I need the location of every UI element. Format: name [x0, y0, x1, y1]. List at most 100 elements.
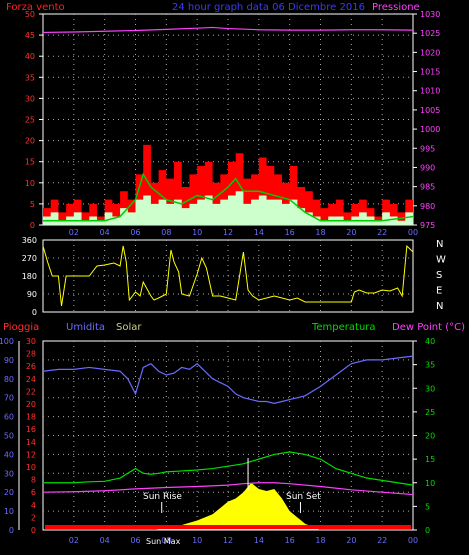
humidity-tick-label: 30	[4, 469, 14, 478]
humidity-tick-label: 10	[4, 507, 14, 516]
time-tick-label: 18	[315, 536, 325, 545]
wind-speed-tick-label: 10	[25, 179, 35, 188]
rain-tick-label: 20	[26, 400, 36, 409]
climate-panel-axes: 0102030405060708090100024681012141618202…	[0, 337, 435, 535]
wind-speed-tick-label: 25	[25, 116, 35, 125]
compass-label: E	[436, 286, 442, 297]
humidity-tick-label: 40	[4, 450, 14, 459]
time-tick-label: 02	[69, 228, 79, 237]
rain-tick-label: 30	[26, 337, 36, 346]
time-tick-label: 16	[285, 536, 295, 545]
pressure-tick-label: 1020	[420, 48, 440, 57]
solar-label: Solar	[116, 322, 142, 333]
rain-tick-label: 22	[26, 387, 36, 396]
humidity-tick-label: 20	[4, 488, 14, 497]
time-tick-label: 10	[192, 536, 202, 545]
time-tick-label: 08	[161, 228, 171, 237]
wind-panel-time-axis: 02 04 06 08 10 12 14 16 18 20 22 00	[69, 228, 418, 237]
wind-speed-tick-label: 20	[25, 137, 35, 146]
temperature-tick-label: 25	[425, 408, 435, 417]
temperature-tick-label: 20	[425, 432, 435, 441]
humidity-label: Umidita	[66, 322, 105, 333]
rain-tick-label: 16	[26, 425, 36, 434]
rain-tick-label: 0	[31, 526, 36, 535]
temperature-tick-label: 30	[425, 384, 435, 393]
wind-direction-tick-label: 360	[22, 236, 37, 245]
rain-tick-label: 28	[26, 350, 36, 359]
wind-direction-grid	[43, 240, 413, 312]
wind-speed-tick-label: 0	[30, 221, 35, 230]
temperature-tick-label: 15	[425, 455, 435, 464]
pressure-tick-label: 1010	[420, 87, 440, 96]
wind-speed-axis: 0 5 10 15 20 25 30 35 40 45 50	[25, 10, 43, 230]
pressure-tick-label: 1015	[420, 68, 440, 77]
pressure-axis: 975 980 985 990 995 1000 1005 1010 1015 1020 1025 1…	[413, 10, 440, 230]
wind-speed-tick-label: 35	[25, 73, 35, 82]
sun-max-label: Sun Max	[146, 537, 181, 546]
humidity-tick-label: 90	[4, 356, 14, 365]
wind-direction-line	[42, 244, 414, 307]
chart-title: 24 hour graph data 06 Dicembre 2016	[172, 2, 365, 13]
temperature-tick-label: 0	[425, 526, 430, 535]
humidity-tick-label: 70	[4, 394, 14, 403]
time-tick-label: 08	[161, 536, 171, 545]
rain-tick-label: 12	[26, 450, 36, 459]
temperature-tick-label: 40	[425, 337, 435, 346]
climate-series	[42, 355, 414, 530]
rain-tick-label: 18	[26, 413, 36, 422]
solar-area	[43, 482, 413, 530]
time-tick-label: 04	[100, 228, 110, 237]
wind-speed-tick-label: 40	[25, 52, 35, 61]
time-tick-label: 16	[285, 228, 295, 237]
pressure-tick-label: 990	[420, 163, 435, 172]
climate-panel-time-axis: 02 04 06 08 10 12 14 16 18 20 22 00	[69, 536, 418, 545]
pressure-tick-label: 1025	[420, 29, 440, 38]
humidity-tick-label: 50	[4, 432, 14, 441]
wind-speed-tick-label: 15	[25, 158, 35, 167]
temperature-tick-label: 5	[425, 502, 430, 511]
temperature-label: Temperatura	[311, 322, 376, 333]
rain-tick-label: 10	[26, 463, 36, 472]
rain-tick-label: 24	[26, 375, 36, 384]
pressure-tick-label: 975	[420, 221, 435, 230]
rain-bar	[45, 525, 411, 529]
time-tick-label: 00	[408, 536, 418, 545]
wind-speed-tick-label: 5	[30, 200, 35, 209]
pressure-tick-label: 1005	[420, 106, 440, 115]
time-tick-label: 02	[69, 536, 79, 545]
humidity-tick-label: 100	[0, 337, 14, 346]
humidity-tick-label: 0	[9, 526, 14, 535]
rain-tick-label: 14	[26, 438, 36, 447]
wind-speed-label: Forza vento	[6, 2, 65, 13]
temperature-tick-label: 10	[425, 479, 435, 488]
time-tick-label: 06	[130, 228, 140, 237]
humidity-tick-label: 80	[4, 375, 14, 384]
pressure-tick-label: 985	[420, 183, 435, 192]
wind-series	[42, 26, 414, 225]
pressure-tick-label: 980	[420, 202, 435, 211]
pressure-tick-label: 1000	[420, 125, 440, 134]
compass-label: N	[436, 239, 443, 250]
dewpoint-line	[42, 482, 414, 496]
time-tick-label: 18	[315, 228, 325, 237]
pressure-label: Pressione	[372, 2, 420, 13]
wind-direction-tick-label: 180	[22, 272, 37, 281]
time-tick-label: 20	[346, 536, 356, 545]
time-tick-label: 00	[408, 228, 418, 237]
time-tick-label: 14	[254, 228, 264, 237]
compass-label: W	[436, 255, 446, 266]
wind-direction-series	[42, 244, 414, 307]
humidity-line	[42, 355, 414, 404]
rain-tick-label: 4	[31, 501, 36, 510]
pressure-tick-label: 1030	[420, 10, 440, 19]
time-tick-label: 04	[100, 536, 110, 545]
time-tick-label: 14	[254, 536, 264, 545]
compass-label: S	[436, 270, 442, 281]
time-tick-label: 22	[377, 536, 387, 545]
temperature-tick-label: 35	[425, 361, 435, 370]
time-tick-label: 22	[377, 228, 387, 237]
wind-direction-axis: 0 90 180 270 360	[22, 236, 37, 317]
dewpoint-label: Dew Point (°C)	[392, 322, 465, 333]
time-tick-label: 10	[192, 228, 202, 237]
